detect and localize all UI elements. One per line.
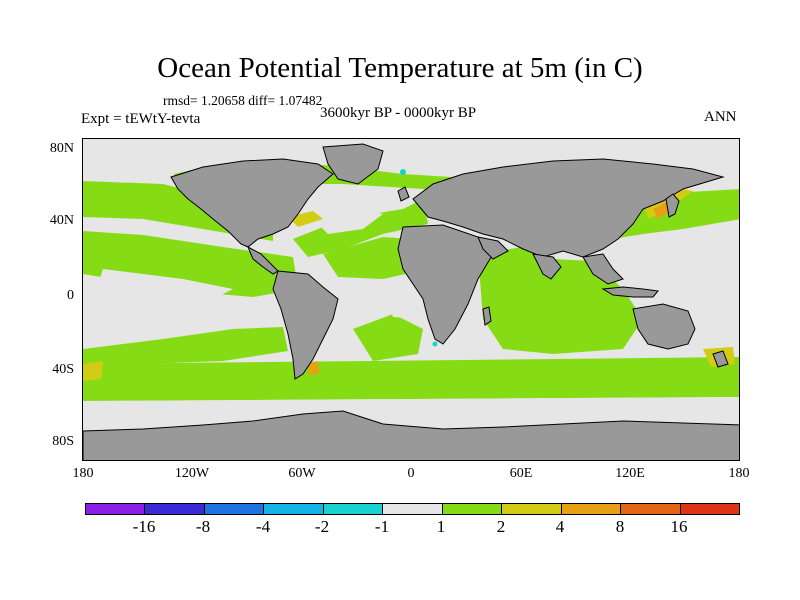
lat-label-0: 0 [67, 288, 74, 303]
colorbar-swatch-10 [680, 504, 739, 514]
colorbar-label-1: 1 [436, 517, 446, 536]
australia [632, 303, 696, 350]
uk [397, 186, 410, 202]
lon-label-120e: 120E [615, 466, 645, 481]
colorbar [85, 503, 740, 515]
falklands-hotspot [308, 361, 319, 375]
colorbar-swatch-3 [264, 504, 324, 514]
lon-label-180w: 180 [72, 466, 94, 481]
eurasia [412, 158, 725, 258]
lat-label-80s: 80S [52, 434, 74, 449]
season-label: ANN [704, 109, 737, 125]
colorbar-swatch-5 [383, 504, 443, 514]
india [532, 253, 562, 280]
colorbar-label-minus1: -1 [374, 517, 390, 536]
colorbar-swatch-0 [86, 504, 146, 514]
indonesia [601, 286, 659, 298]
madagascar [482, 306, 492, 326]
experiment-label: Expt = tEWtY-tevta [81, 111, 201, 127]
pacific-gray-patch [93, 269, 233, 309]
atlantic-gray-patch [308, 207, 383, 234]
japan [665, 193, 680, 218]
ocean-anomaly-small [83, 207, 739, 421]
south-america [272, 270, 339, 380]
south-pacific-band [83, 327, 288, 364]
north-america [170, 158, 334, 248]
rmsd-diff-stats: rmsd= 1.20658 diff= 1.07482 [163, 93, 323, 108]
new-zealand [712, 350, 729, 368]
colorbar-swatch-6 [442, 504, 503, 514]
lon-label-60w: 60W [288, 466, 316, 481]
ocean-anomaly-negative [400, 169, 438, 347]
lon-label-0: 0 [407, 466, 415, 481]
colorbar-label-4: 4 [555, 517, 565, 536]
map-title: Ocean Potential Temperature at 5m (in C) [157, 52, 643, 84]
lat-label-40n: 40N [49, 213, 74, 228]
period-label: 3600kyr BP - 0000kyr BP [320, 105, 477, 121]
lat-label-40s: 40S [52, 362, 74, 377]
colorbar-swatch-2 [204, 504, 265, 514]
barents-cool-spot [400, 169, 406, 175]
temperature-map [82, 138, 740, 461]
southern-ocean-gray [83, 397, 739, 421]
arabia [477, 236, 509, 260]
colorbar-swatch-9 [621, 504, 681, 514]
southern-band [83, 357, 739, 401]
colorbar-label-minus8: -8 [195, 517, 211, 536]
continents [83, 143, 739, 460]
south-atlantic [353, 314, 423, 361]
colorbar-swatch-1 [145, 504, 205, 514]
agulhas-cool-spot [432, 341, 438, 347]
greenland [322, 143, 384, 185]
indian-gray-patch [628, 234, 703, 264]
colorbar-label-minus4: -4 [255, 517, 271, 536]
colorbar-label-2: 2 [496, 517, 506, 536]
colorbar-label-16: 16 [670, 517, 688, 536]
antarctica [83, 410, 739, 460]
colorbar-swatch-4 [323, 504, 384, 514]
colorbar-label-minus2: -2 [314, 517, 330, 536]
colorbar-label-minus16: -16 [132, 517, 156, 536]
lon-label-120w: 120W [174, 466, 210, 481]
central-america [246, 245, 279, 275]
south-pacific-warm [83, 361, 103, 381]
colorbar-swatch-7 [502, 504, 562, 514]
colorbar-label-8: 8 [615, 517, 625, 536]
lat-label-80n: 80N [49, 141, 74, 156]
colorbar-swatch-8 [561, 504, 622, 514]
map-canvas [83, 139, 739, 460]
lon-label-180e: 180 [728, 466, 750, 481]
south-atlantic-gray [383, 289, 428, 319]
southeast-asia [582, 253, 624, 285]
lon-label-60e: 60E [509, 466, 533, 481]
